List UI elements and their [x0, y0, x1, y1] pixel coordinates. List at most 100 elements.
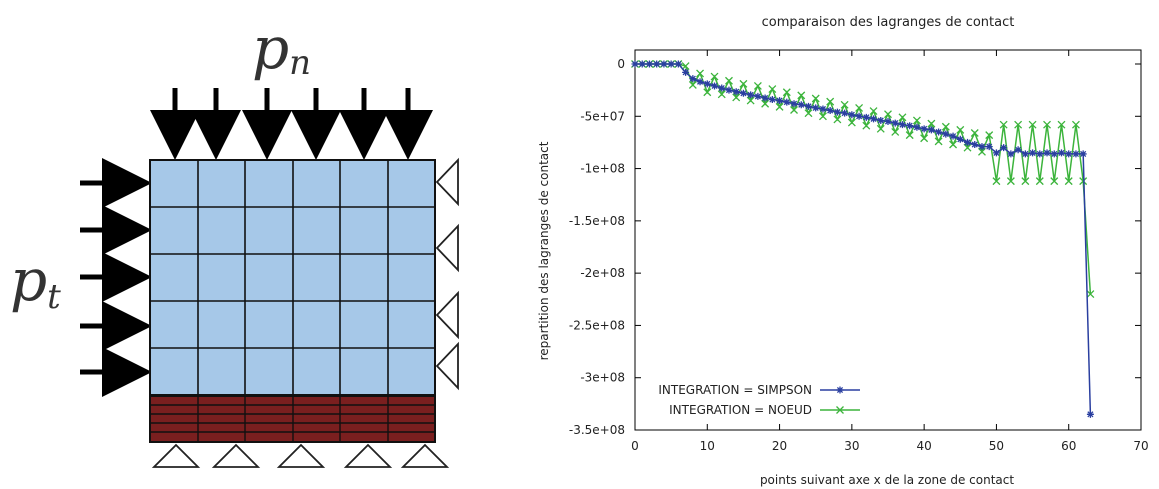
- data-point: [971, 141, 979, 149]
- data-point: [978, 143, 986, 151]
- series-simpson: [631, 60, 1094, 418]
- data-point: [841, 109, 849, 117]
- pin-support: [276, 443, 326, 468]
- plot-frame: [634, 49, 1142, 431]
- data-point: [884, 110, 892, 119]
- pin-support: [211, 443, 261, 468]
- data-point: [717, 90, 726, 99]
- y-tick-label: -2e+08: [580, 266, 625, 280]
- contact-lagrange-chart: comparaison des lagranges de contact rep…: [537, 15, 1149, 487]
- pin-support: [151, 443, 201, 468]
- data-point: [920, 134, 929, 143]
- x-tick-label: 50: [989, 439, 1004, 453]
- data-point: [776, 97, 784, 105]
- data-point: [1043, 120, 1051, 129]
- data-point: [956, 135, 964, 143]
- data-point: [696, 69, 705, 78]
- normal-load-symbol: p: [252, 14, 289, 82]
- data-point: [753, 82, 762, 90]
- series-line: [635, 63, 1092, 415]
- data-point: [1043, 149, 1051, 157]
- data-point: [898, 121, 906, 129]
- data-point: [833, 108, 841, 116]
- data-point: [1057, 120, 1066, 129]
- data-point: [631, 60, 639, 68]
- data-point: [1036, 150, 1044, 158]
- data-point: [718, 84, 726, 92]
- data-point: [836, 386, 844, 394]
- tangent-load-symbol: p: [10, 246, 47, 314]
- y-axis-label: repartition des lagranges de contact: [537, 141, 551, 360]
- data-point: [942, 130, 950, 138]
- y-axis-ticks: 0 -5e+07 -1e+08 -1.5e+08 -2e+08 -2.5e+08 -3e+0…: [569, 57, 1141, 437]
- roller-support: [435, 341, 459, 391]
- data-point: [681, 62, 690, 71]
- x-axis-ticks: 0 10 20 30 40 50 60 70: [631, 50, 1149, 453]
- tangent-load-label: pt: [10, 246, 61, 317]
- data-point: [739, 79, 748, 88]
- data-point: [992, 177, 1001, 186]
- data-point: [964, 138, 972, 146]
- legend-label: INTEGRATION = NOEUD: [669, 403, 812, 417]
- data-point: [898, 113, 907, 122]
- data-point: [906, 122, 914, 130]
- data-point: [978, 147, 986, 156]
- data-point: [855, 103, 864, 112]
- roller-support: [435, 157, 459, 207]
- data-point: [935, 128, 943, 136]
- chart-title: comparaison des lagranges de contact: [762, 15, 1015, 30]
- data-point: [797, 101, 805, 109]
- legend-label: INTEGRATION = SIMPSON: [658, 383, 812, 397]
- data-point: [682, 68, 690, 76]
- data-point: [927, 119, 936, 128]
- data-point: [711, 82, 719, 90]
- data-point: [812, 104, 820, 112]
- data-point: [1086, 290, 1095, 299]
- data-point: [754, 92, 762, 100]
- data-point: [818, 112, 827, 121]
- data-point: [826, 97, 835, 106]
- series-layer: [631, 60, 1095, 418]
- data-point: [1000, 144, 1008, 152]
- x-tick-label: 30: [844, 439, 859, 453]
- data-point: [992, 149, 1000, 157]
- data-point: [1006, 177, 1015, 186]
- x-tick-label: 70: [1133, 439, 1148, 453]
- x-tick-label: 10: [700, 439, 715, 453]
- y-tick-label: -5e+07: [580, 109, 625, 123]
- data-point: [739, 89, 747, 97]
- data-point: [1079, 150, 1087, 158]
- data-point: [1050, 177, 1059, 186]
- data-point: [761, 99, 770, 108]
- data-point: [862, 113, 870, 121]
- data-point: [927, 126, 935, 134]
- data-point: [732, 88, 740, 96]
- data-point: [804, 102, 812, 110]
- right-supports: [435, 157, 459, 391]
- data-point: [660, 60, 668, 68]
- data-point: [949, 132, 957, 140]
- data-point: [689, 75, 697, 83]
- x-tick-label: 20: [772, 439, 787, 453]
- data-point: [746, 96, 755, 105]
- data-point: [1064, 177, 1073, 186]
- data-point: [833, 115, 842, 124]
- normal-load-subscript: n: [289, 43, 311, 83]
- pin-support: [343, 443, 393, 468]
- data-point: [913, 123, 921, 131]
- data-point: [840, 100, 849, 109]
- data-point: [710, 72, 719, 81]
- legend: INTEGRATION = SIMPSON INTEGRATION = NOEUD: [658, 383, 860, 417]
- data-point: [876, 124, 885, 133]
- data-point: [819, 105, 827, 113]
- data-point: [877, 116, 885, 124]
- x-tick-label: 60: [1061, 439, 1076, 453]
- data-point: [638, 60, 646, 68]
- pin-support: [400, 443, 450, 468]
- data-point: [905, 131, 914, 140]
- mesh-body: [149, 159, 436, 396]
- tangent-load-subscript: t: [47, 277, 61, 317]
- data-point: [782, 88, 791, 97]
- data-point: [1050, 150, 1058, 158]
- data-point: [1035, 177, 1044, 186]
